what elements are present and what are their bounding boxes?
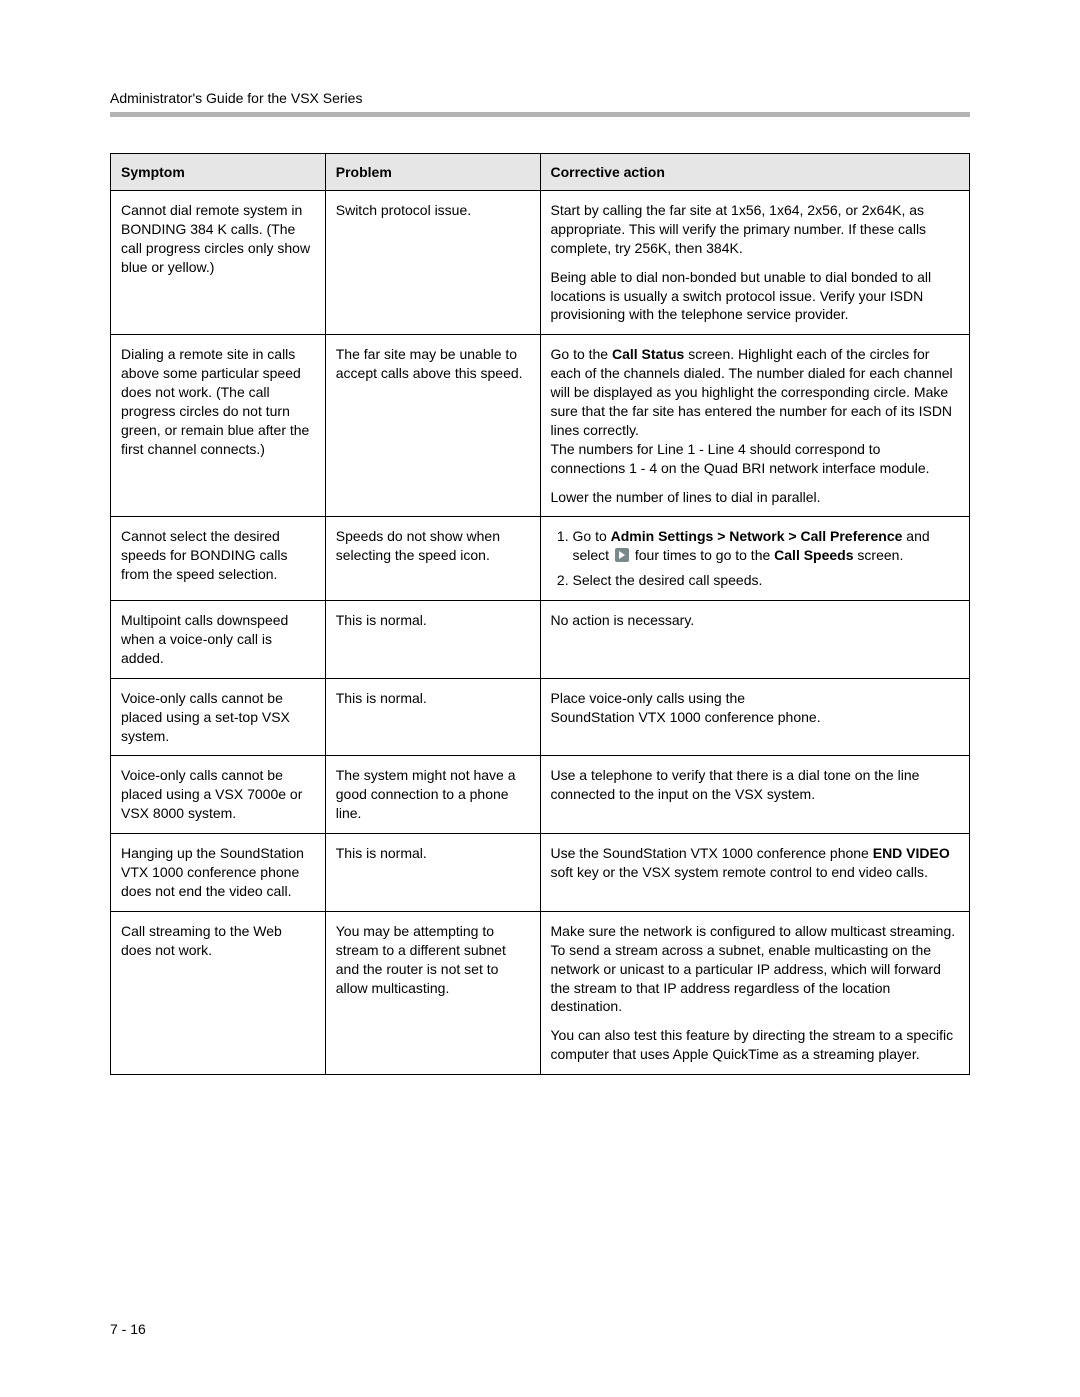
table-header-row: Symptom Problem Corrective action [111,154,970,191]
action-paragraph: Lower the number of lines to dial in par… [551,488,960,507]
problem-cell: The system might not have a good connect… [325,756,540,834]
col-header-symptom: Symptom [111,154,326,191]
table-row: Dialing a remote site in calls above som… [111,335,970,517]
running-header: Administrator's Guide for the VSX Series [110,90,970,106]
action-paragraph: Start by calling the far site at 1x56, 1… [551,201,960,258]
text: Go to the [551,346,612,362]
action-paragraph: You can also test this feature by direct… [551,1026,960,1064]
table-row: Voice-only calls cannot be placed using … [111,678,970,756]
text: Go to [573,528,611,544]
problem-cell: This is normal. [325,834,540,912]
bold-text: Call Status [612,346,684,362]
action-paragraph: Make sure the network is configured to a… [551,922,960,1016]
action-cell: Make sure the network is configured to a… [540,911,970,1074]
header-divider [110,112,970,117]
page-number: 7 - 16 [110,1321,146,1337]
problem-cell: Switch protocol issue. [325,191,540,335]
problem-cell: This is normal. [325,678,540,756]
text: The numbers for Line 1 - Line 4 should c… [551,441,930,476]
table-row: Cannot select the desired speeds for BON… [111,517,970,601]
bold-text: Call Speeds [774,547,853,563]
action-cell: Use a telephone to verify that there is … [540,756,970,834]
action-cell: Use the SoundStation VTX 1000 conference… [540,834,970,912]
text: soft key or the VSX system remote contro… [551,864,928,880]
symptom-cell: Dialing a remote site in calls above som… [111,335,326,517]
text: screen. [854,547,904,563]
table-row: Voice-only calls cannot be placed using … [111,756,970,834]
symptom-cell: Cannot select the desired speeds for BON… [111,517,326,601]
troubleshooting-table: Symptom Problem Corrective action Cannot… [110,153,970,1075]
action-paragraph: Go to the Call Status screen. Highlight … [551,345,960,477]
action-cell: No action is necessary. [540,601,970,679]
text: Place voice-only calls using the [551,690,746,706]
right-arrow-icon [615,548,629,562]
bold-text: END VIDEO [873,845,950,861]
problem-cell: The far site may be unable to accept cal… [325,335,540,517]
problem-cell: You may be attempting to stream to a dif… [325,911,540,1074]
symptom-cell: Multipoint calls downspeed when a voice-… [111,601,326,679]
col-header-problem: Problem [325,154,540,191]
action-cell: Go to the Call Status screen. Highlight … [540,335,970,517]
action-step: Select the desired call speeds. [573,571,960,590]
action-cell: Start by calling the far site at 1x56, 1… [540,191,970,335]
bold-text: Admin Settings > Network > Call Preferen… [611,528,903,544]
text: Use the SoundStation VTX 1000 conference… [551,845,873,861]
action-steps: Go to Admin Settings > Network > Call Pr… [551,527,960,590]
action-cell: Place voice-only calls using the SoundSt… [540,678,970,756]
symptom-cell: Voice-only calls cannot be placed using … [111,678,326,756]
table-row: Hanging up the SoundStation VTX 1000 con… [111,834,970,912]
problem-cell: Speeds do not show when selecting the sp… [325,517,540,601]
symptom-cell: Hanging up the SoundStation VTX 1000 con… [111,834,326,912]
symptom-cell: Cannot dial remote system in BONDING 384… [111,191,326,335]
col-header-action: Corrective action [540,154,970,191]
symptom-cell: Voice-only calls cannot be placed using … [111,756,326,834]
action-cell: Go to Admin Settings > Network > Call Pr… [540,517,970,601]
table-row: Call streaming to the Web does not work.… [111,911,970,1074]
document-page: Administrator's Guide for the VSX Series… [0,0,1080,1397]
text: SoundStation VTX 1000 conference phone. [551,709,821,725]
table-row: Cannot dial remote system in BONDING 384… [111,191,970,335]
symptom-cell: Call streaming to the Web does not work. [111,911,326,1074]
text: four times to go to the [635,547,774,563]
problem-cell: This is normal. [325,601,540,679]
action-step: Go to Admin Settings > Network > Call Pr… [573,527,960,565]
action-paragraph: Being able to dial non-bonded but unable… [551,268,960,325]
table-row: Multipoint calls downspeed when a voice-… [111,601,970,679]
